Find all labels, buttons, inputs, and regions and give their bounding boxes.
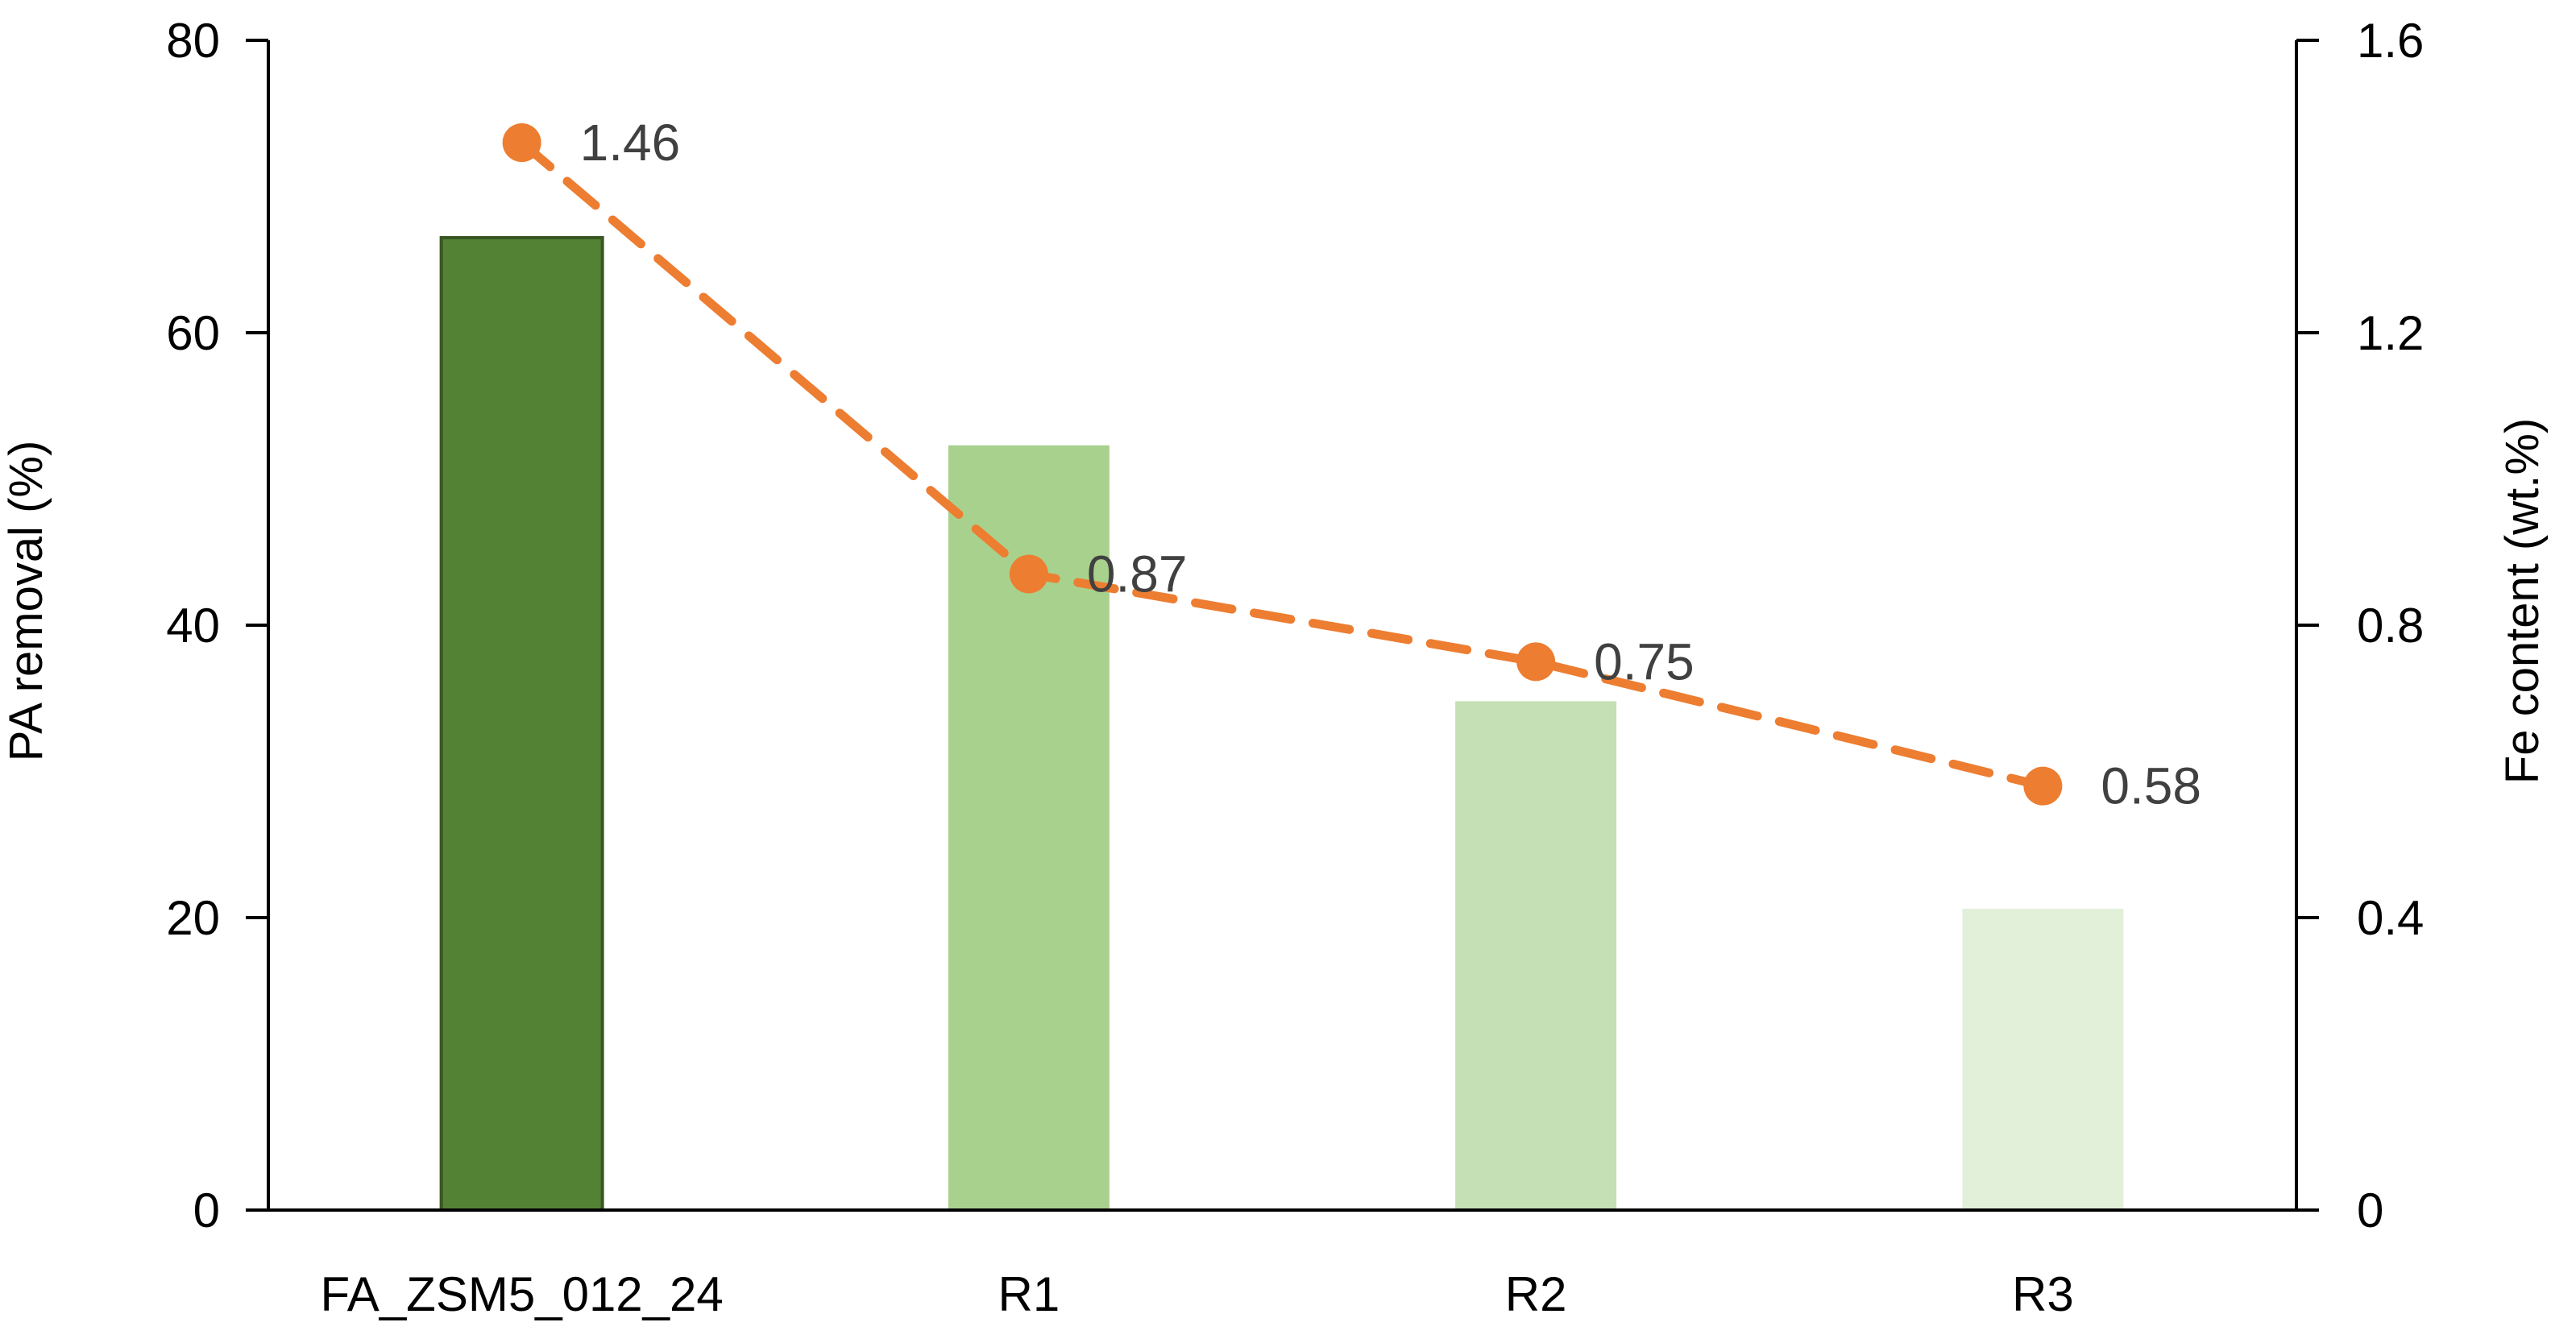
x-tick-label: R1 bbox=[998, 1267, 1060, 1321]
labels-layer: 1.46 0.87 0.75 0.58 bbox=[580, 114, 2201, 815]
x-tick-label: FA_ZSM5_012_24 bbox=[320, 1267, 723, 1321]
y2-tick-label: 0 bbox=[2357, 1183, 2383, 1237]
x-tick-label: R3 bbox=[2012, 1267, 2074, 1321]
fe-content-point bbox=[2023, 766, 2063, 806]
bar-r2 bbox=[1455, 701, 1617, 1210]
y-tick-label: 80 bbox=[166, 14, 220, 68]
bar-fa-zsm5-012-24 bbox=[439, 236, 604, 1212]
bar-r3 bbox=[1962, 909, 2124, 1210]
x-tick-label: R2 bbox=[1505, 1267, 1567, 1321]
fe-content-data-label: 0.75 bbox=[1594, 632, 1695, 690]
fe-content-data-label: 0.87 bbox=[1087, 545, 1188, 603]
fe-content-line bbox=[517, 138, 2047, 791]
fe-content-point bbox=[1009, 554, 1048, 594]
y2-tick-label: 0.8 bbox=[2357, 599, 2424, 653]
y2-axis-label: Fe content (wt.%) bbox=[2496, 418, 2549, 784]
y-tick-label: 20 bbox=[166, 891, 220, 945]
y-tick-label: 0 bbox=[193, 1183, 220, 1237]
y-axis-label: PA removal (%) bbox=[0, 441, 52, 762]
y2-tick-label: 1.2 bbox=[2357, 306, 2424, 360]
y-tick-label: 60 bbox=[166, 306, 220, 360]
y2-tick-label: 1.6 bbox=[2357, 14, 2424, 68]
y2-tick-label: 0.4 bbox=[2357, 891, 2424, 945]
y-tick-label: 40 bbox=[166, 599, 220, 653]
fe-content-point bbox=[1516, 642, 1556, 682]
axes-layer: 0 20 40 60 80 0 0.4 0.8 1.2 1.6 FA_ZSM5_012_24 R1 R2… bbox=[166, 14, 2424, 1321]
fe-content-data-label: 1.46 bbox=[580, 114, 681, 172]
fe-content-data-label: 0.58 bbox=[2101, 757, 2201, 815]
line-layer bbox=[502, 123, 2063, 806]
fe-content-point bbox=[502, 123, 541, 163]
bars-layer bbox=[439, 236, 2124, 1212]
